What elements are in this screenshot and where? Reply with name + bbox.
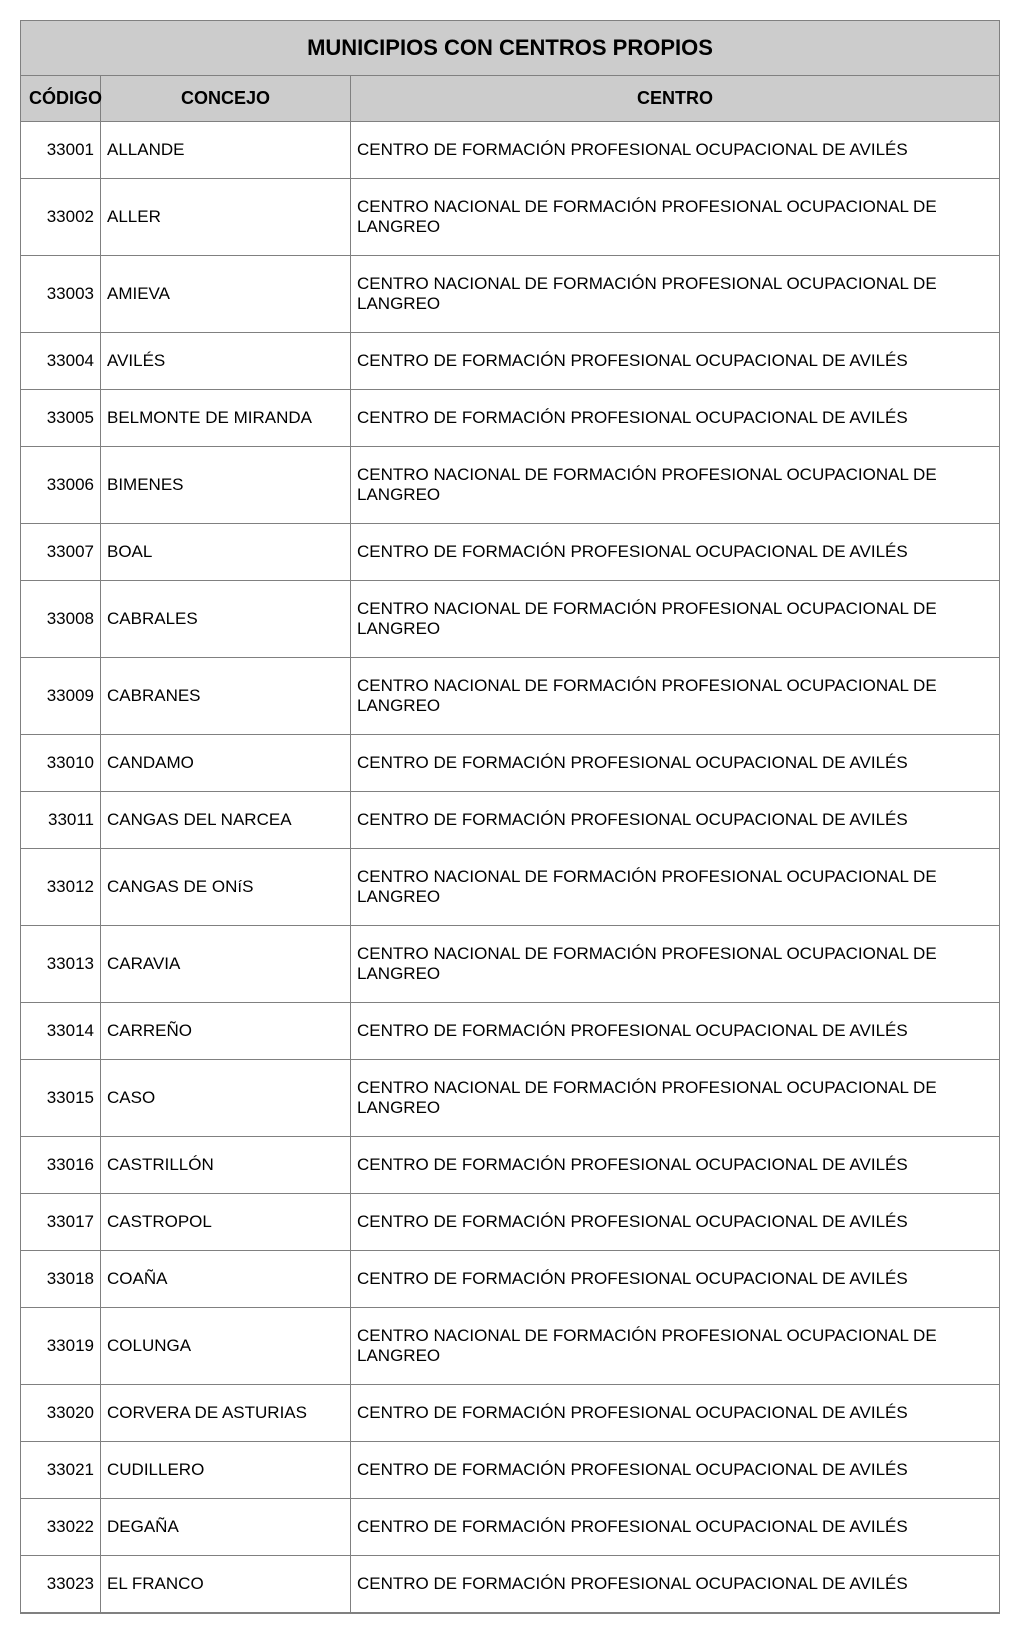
table-row: 33007BOALCENTRO DE FORMACIÓN PROFESIONAL…: [21, 524, 999, 581]
cell-centro: CENTRO DE FORMACIÓN PROFESIONAL OCUPACIO…: [351, 524, 999, 580]
header-concejo: CONCEJO: [101, 76, 351, 121]
table-row: 33004AVILÉSCENTRO DE FORMACIÓN PROFESION…: [21, 333, 999, 390]
cell-centro: CENTRO DE FORMACIÓN PROFESIONAL OCUPACIO…: [351, 333, 999, 389]
cell-centro: CENTRO NACIONAL DE FORMACIÓN PROFESIONAL…: [351, 581, 999, 657]
table-row: 33019COLUNGACENTRO NACIONAL DE FORMACIÓN…: [21, 1308, 999, 1385]
table-row: 33023EL FRANCOCENTRO DE FORMACIÓN PROFES…: [21, 1556, 999, 1613]
cell-concejo: DEGAÑA: [101, 1499, 351, 1555]
cell-concejo: CARREÑO: [101, 1003, 351, 1059]
header-codigo: CÓDIGO: [21, 76, 101, 121]
cell-codigo: 33003: [21, 256, 101, 332]
cell-codigo: 33020: [21, 1385, 101, 1441]
cell-codigo: 33018: [21, 1251, 101, 1307]
cell-codigo: 33001: [21, 122, 101, 178]
cell-codigo: 33010: [21, 735, 101, 791]
cell-centro: CENTRO NACIONAL DE FORMACIÓN PROFESIONAL…: [351, 256, 999, 332]
cell-concejo: CABRANES: [101, 658, 351, 734]
cell-codigo: 33021: [21, 1442, 101, 1498]
cell-codigo: 33008: [21, 581, 101, 657]
cell-codigo: 33011: [21, 792, 101, 848]
table-row: 33003AMIEVACENTRO NACIONAL DE FORMACIÓN …: [21, 256, 999, 333]
table-row: 33008CABRALESCENTRO NACIONAL DE FORMACIÓ…: [21, 581, 999, 658]
table-row: 33016CASTRILLÓNCENTRO DE FORMACIÓN PROFE…: [21, 1137, 999, 1194]
table-row: 33006BIMENESCENTRO NACIONAL DE FORMACIÓN…: [21, 447, 999, 524]
cell-centro: CENTRO DE FORMACIÓN PROFESIONAL OCUPACIO…: [351, 1385, 999, 1441]
cell-concejo: CANGAS DEL NARCEA: [101, 792, 351, 848]
cell-concejo: COLUNGA: [101, 1308, 351, 1384]
cell-concejo: CASO: [101, 1060, 351, 1136]
cell-codigo: 33005: [21, 390, 101, 446]
cell-centro: CENTRO DE FORMACIÓN PROFESIONAL OCUPACIO…: [351, 390, 999, 446]
cell-concejo: AMIEVA: [101, 256, 351, 332]
table-row: 33001ALLANDECENTRO DE FORMACIÓN PROFESIO…: [21, 122, 999, 179]
cell-centro: CENTRO DE FORMACIÓN PROFESIONAL OCUPACIO…: [351, 1194, 999, 1250]
cell-codigo: 33023: [21, 1556, 101, 1612]
cell-concejo: BELMONTE DE MIRANDA: [101, 390, 351, 446]
table-row: 33002ALLERCENTRO NACIONAL DE FORMACIÓN P…: [21, 179, 999, 256]
cell-centro: CENTRO NACIONAL DE FORMACIÓN PROFESIONAL…: [351, 1308, 999, 1384]
cell-concejo: CANGAS DE ONíS: [101, 849, 351, 925]
cell-centro: CENTRO DE FORMACIÓN PROFESIONAL OCUPACIO…: [351, 1442, 999, 1498]
table-row: 33010CANDAMOCENTRO DE FORMACIÓN PROFESIO…: [21, 735, 999, 792]
cell-codigo: 33013: [21, 926, 101, 1002]
cell-concejo: CANDAMO: [101, 735, 351, 791]
cell-concejo: ALLANDE: [101, 122, 351, 178]
table-row: 33021CUDILLEROCENTRO DE FORMACIÓN PROFES…: [21, 1442, 999, 1499]
cell-concejo: CUDILLERO: [101, 1442, 351, 1498]
table-row: 33014CARREÑOCENTRO DE FORMACIÓN PROFESIO…: [21, 1003, 999, 1060]
cell-concejo: CABRALES: [101, 581, 351, 657]
table-row: 33012CANGAS DE ONíSCENTRO NACIONAL DE FO…: [21, 849, 999, 926]
cell-codigo: 33016: [21, 1137, 101, 1193]
cell-centro: CENTRO DE FORMACIÓN PROFESIONAL OCUPACIO…: [351, 1251, 999, 1307]
table-row: 33020CORVERA DE ASTURIASCENTRO DE FORMAC…: [21, 1385, 999, 1442]
municipios-table: MUNICIPIOS CON CENTROS PROPIOS CÓDIGO CO…: [20, 20, 1000, 1614]
cell-codigo: 33015: [21, 1060, 101, 1136]
cell-concejo: CASTROPOL: [101, 1194, 351, 1250]
cell-centro: CENTRO DE FORMACIÓN PROFESIONAL OCUPACIO…: [351, 792, 999, 848]
cell-concejo: CARAVIA: [101, 926, 351, 1002]
cell-codigo: 33004: [21, 333, 101, 389]
cell-centro: CENTRO NACIONAL DE FORMACIÓN PROFESIONAL…: [351, 447, 999, 523]
cell-centro: CENTRO NACIONAL DE FORMACIÓN PROFESIONAL…: [351, 926, 999, 1002]
table-title: MUNICIPIOS CON CENTROS PROPIOS: [21, 21, 999, 76]
table-row: 33011CANGAS DEL NARCEACENTRO DE FORMACIÓ…: [21, 792, 999, 849]
cell-concejo: BIMENES: [101, 447, 351, 523]
cell-codigo: 33009: [21, 658, 101, 734]
table-row: 33022DEGAÑACENTRO DE FORMACIÓN PROFESION…: [21, 1499, 999, 1556]
cell-centro: CENTRO DE FORMACIÓN PROFESIONAL OCUPACIO…: [351, 1003, 999, 1059]
table-row: 33018COAÑACENTRO DE FORMACIÓN PROFESIONA…: [21, 1251, 999, 1308]
cell-centro: CENTRO DE FORMACIÓN PROFESIONAL OCUPACIO…: [351, 122, 999, 178]
cell-centro: CENTRO NACIONAL DE FORMACIÓN PROFESIONAL…: [351, 179, 999, 255]
cell-codigo: 33019: [21, 1308, 101, 1384]
cell-centro: CENTRO DE FORMACIÓN PROFESIONAL OCUPACIO…: [351, 1137, 999, 1193]
table-row: 33009CABRANESCENTRO NACIONAL DE FORMACIÓ…: [21, 658, 999, 735]
cell-concejo: ALLER: [101, 179, 351, 255]
cell-concejo: BOAL: [101, 524, 351, 580]
cell-codigo: 33014: [21, 1003, 101, 1059]
cell-concejo: CORVERA DE ASTURIAS: [101, 1385, 351, 1441]
table-row: 33005BELMONTE DE MIRANDACENTRO DE FORMAC…: [21, 390, 999, 447]
cell-codigo: 33017: [21, 1194, 101, 1250]
cell-centro: CENTRO NACIONAL DE FORMACIÓN PROFESIONAL…: [351, 849, 999, 925]
cell-codigo: 33006: [21, 447, 101, 523]
cell-centro: CENTRO NACIONAL DE FORMACIÓN PROFESIONAL…: [351, 658, 999, 734]
cell-concejo: CASTRILLÓN: [101, 1137, 351, 1193]
cell-centro: CENTRO DE FORMACIÓN PROFESIONAL OCUPACIO…: [351, 1499, 999, 1555]
table-row: 33013CARAVIACENTRO NACIONAL DE FORMACIÓN…: [21, 926, 999, 1003]
cell-concejo: COAÑA: [101, 1251, 351, 1307]
header-centro: CENTRO: [351, 76, 999, 121]
table-header-row: CÓDIGO CONCEJO CENTRO: [21, 76, 999, 122]
cell-codigo: 33012: [21, 849, 101, 925]
cell-codigo: 33002: [21, 179, 101, 255]
cell-codigo: 33022: [21, 1499, 101, 1555]
table-body: 33001ALLANDECENTRO DE FORMACIÓN PROFESIO…: [21, 122, 999, 1613]
cell-concejo: AVILÉS: [101, 333, 351, 389]
cell-codigo: 33007: [21, 524, 101, 580]
cell-centro: CENTRO DE FORMACIÓN PROFESIONAL OCUPACIO…: [351, 735, 999, 791]
cell-centro: CENTRO NACIONAL DE FORMACIÓN PROFESIONAL…: [351, 1060, 999, 1136]
cell-centro: CENTRO DE FORMACIÓN PROFESIONAL OCUPACIO…: [351, 1556, 999, 1612]
table-row: 33017CASTROPOLCENTRO DE FORMACIÓN PROFES…: [21, 1194, 999, 1251]
cell-concejo: EL FRANCO: [101, 1556, 351, 1612]
table-row: 33015CASOCENTRO NACIONAL DE FORMACIÓN PR…: [21, 1060, 999, 1137]
